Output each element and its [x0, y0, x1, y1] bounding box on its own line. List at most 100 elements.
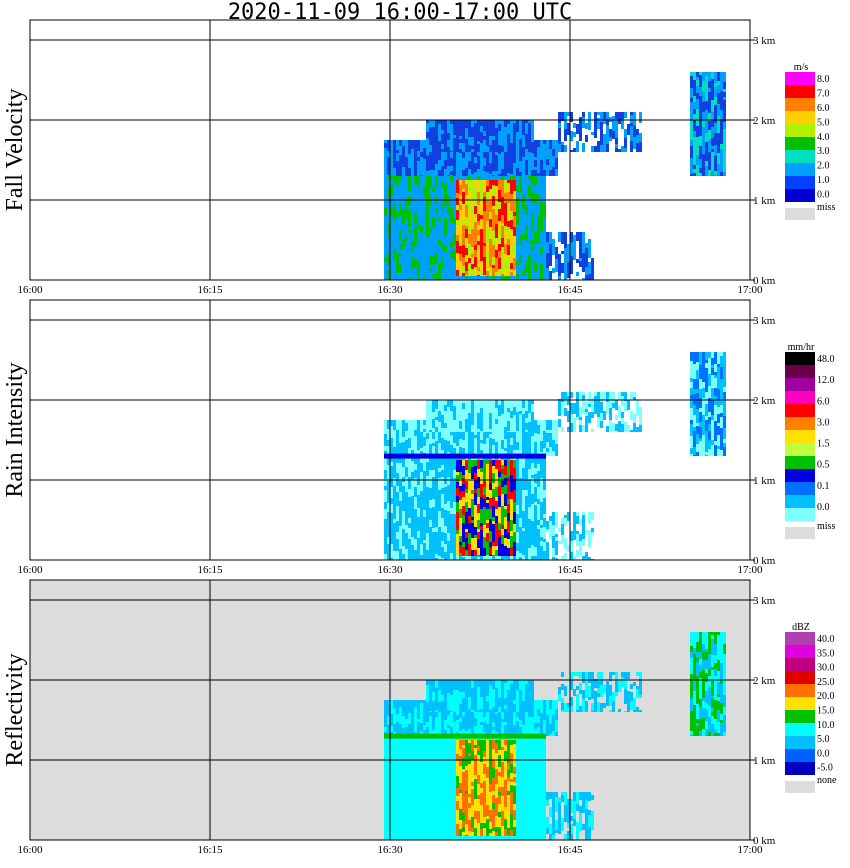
height-tick-label: 0 km — [753, 275, 776, 287]
legend-swatch — [785, 671, 815, 684]
time-tick-label: 17:00 — [737, 284, 763, 296]
legend-swatch — [785, 404, 815, 417]
legend-swatch — [785, 124, 815, 137]
legend-swatch — [785, 632, 815, 645]
legend-label: 12.0 — [817, 375, 835, 386]
height-tick-label: 3 km — [753, 35, 776, 47]
legend-label: 0.0 — [817, 502, 830, 513]
time-tick-label: 16:00 — [17, 284, 43, 296]
legend-swatch — [785, 176, 815, 189]
legend-miss-swatch — [785, 781, 815, 793]
time-tick-label: 16:45 — [557, 564, 583, 576]
legend-swatch — [785, 430, 815, 443]
plot-frame — [29, 579, 751, 841]
legend-label: 1.5 — [817, 439, 830, 450]
legend-label: -5.0 — [817, 763, 833, 774]
bright-band — [384, 733, 546, 739]
height-tick-label: 1 km — [753, 195, 776, 207]
bright-band — [384, 453, 546, 459]
legend-unit: m/s — [794, 62, 809, 73]
height-tick-label: 0 km — [753, 555, 776, 567]
legend-label: 0.1 — [817, 481, 830, 492]
height-tick-label: 0 km — [753, 835, 776, 847]
legend-label: 5.0 — [817, 117, 830, 128]
legend-label: 10.0 — [817, 720, 835, 731]
legend-swatch — [785, 469, 815, 482]
legend-swatch — [785, 98, 815, 111]
time-tick-label: 16:15 — [197, 564, 223, 576]
time-tick-label: 16:00 — [17, 564, 43, 576]
legend-unit: mm/hr — [788, 342, 815, 353]
time-tick-label: 16:30 — [377, 284, 403, 296]
legend-label: 30.0 — [817, 663, 835, 674]
time-tick-label: 16:15 — [197, 284, 223, 296]
legend-miss-swatch — [785, 527, 815, 539]
legend-label: 25.0 — [817, 677, 835, 688]
legend-label: 35.0 — [817, 648, 835, 659]
legend-swatch — [785, 111, 815, 124]
legend-swatch — [785, 391, 815, 404]
color-legend: 48.0 12.0 6.0 3.0 1.5 0.5 0.1 0.0 miss — [785, 352, 835, 539]
legend-label: 5.0 — [817, 734, 830, 745]
legend-swatch — [785, 352, 815, 365]
legend-swatch — [785, 749, 815, 762]
echo-field — [384, 352, 726, 560]
legend-swatch — [785, 723, 815, 736]
legend-label: 0.5 — [817, 460, 830, 471]
legend-label: 7.0 — [817, 88, 830, 99]
echo-field — [384, 72, 726, 280]
time-tick-label: 17:00 — [737, 844, 763, 856]
legend-swatch — [785, 443, 815, 456]
legend-swatch — [785, 456, 815, 469]
height-tick-label: 1 km — [753, 755, 776, 767]
legend-swatch — [785, 150, 815, 163]
legend-swatch — [785, 508, 815, 521]
panel-fall-velocity: 0 km 1 km 2 km 3 km 16:00 16:15 16:30 16:45 17:0… — [2, 19, 835, 296]
legend-swatch — [785, 710, 815, 723]
legend-label: 40.0 — [817, 634, 835, 645]
panel-label: Rain Intensity — [2, 362, 28, 497]
time-tick-label: 16:45 — [557, 284, 583, 296]
time-tick-label: 16:15 — [197, 844, 223, 856]
legend-unit: dBZ — [792, 622, 810, 633]
legend-label: 6.0 — [817, 103, 830, 114]
legend-swatch — [785, 163, 815, 176]
legend-label: 15.0 — [817, 706, 835, 717]
legend-miss-swatch — [785, 208, 815, 220]
height-tick-label: 1 km — [753, 475, 776, 487]
legend-label: 1.0 — [817, 175, 830, 186]
legend-label: 6.0 — [817, 396, 830, 407]
legend-swatch — [785, 736, 815, 749]
plot-frame — [29, 19, 751, 281]
legend-swatch — [785, 684, 815, 697]
legend-miss-label: none — [817, 775, 837, 786]
legend-swatch — [785, 189, 815, 202]
height-tick-label: 3 km — [753, 595, 776, 607]
legend-swatch — [785, 762, 815, 775]
time-tick-label: 16:30 — [377, 564, 403, 576]
legend-label: 20.0 — [817, 691, 835, 702]
panel-reflectivity: 0 km 1 km 2 km 3 km 16:00 16:15 16:30 16:45 17:0… — [2, 579, 837, 856]
legend-swatch — [785, 72, 815, 85]
color-legend: 40.0 35.0 30.0 25.0 20.0 15.0 10.0 5.0 0.0 -5.0no… — [785, 632, 837, 793]
panel-label: Reflectivity — [2, 653, 28, 766]
legend-label: 2.0 — [817, 161, 830, 172]
legend-swatch — [785, 697, 815, 710]
height-tick-label: 2 km — [753, 395, 776, 407]
height-tick-label: 2 km — [753, 675, 776, 687]
height-tick-label: 3 km — [753, 315, 776, 327]
legend-label: 3.0 — [817, 417, 830, 428]
legend-swatch — [785, 658, 815, 671]
legend-swatch — [785, 137, 815, 150]
legend-label: 48.0 — [817, 354, 835, 365]
legend-miss-label: miss — [817, 521, 835, 532]
legend-label: 4.0 — [817, 132, 830, 143]
legend-swatch — [785, 365, 815, 378]
legend-swatch — [785, 85, 815, 98]
legend-label: 3.0 — [817, 146, 830, 157]
legend-swatch — [785, 495, 815, 508]
time-tick-label: 16:45 — [557, 844, 583, 856]
legend-label: 0.0 — [817, 190, 830, 201]
